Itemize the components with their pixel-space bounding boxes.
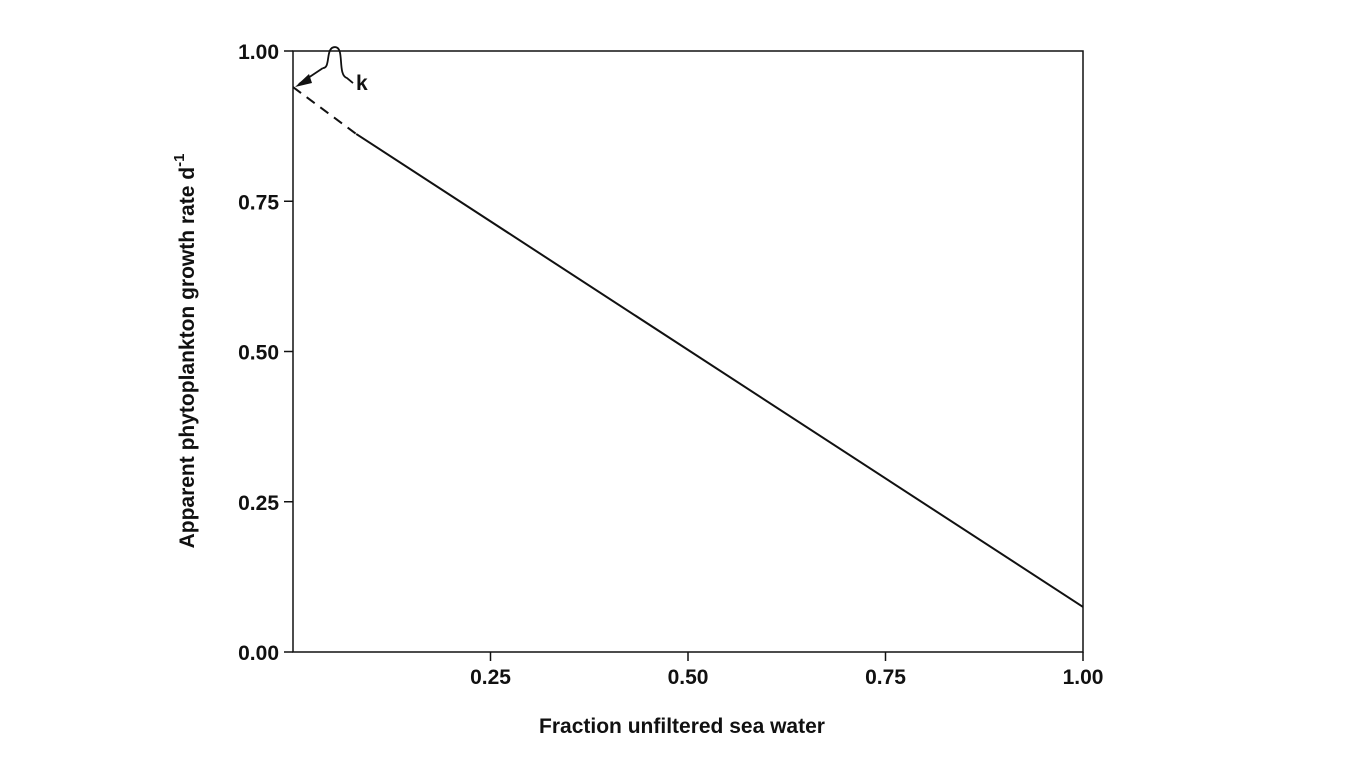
series-layer xyxy=(292,86,1084,608)
annotation-layer: k xyxy=(295,46,368,95)
annotation-bracket xyxy=(322,46,354,84)
x-tick-label: 0.50 xyxy=(668,666,709,689)
y-axis-ticks: 0.00 0.25 0.50 0.75 1.00 xyxy=(238,41,293,665)
series-line-dashed xyxy=(292,86,357,135)
series-line xyxy=(355,133,1084,608)
x-tick-label: 0.25 xyxy=(470,666,511,689)
y-axis-label-group: Apparent phytoplankton growth rate d-1 xyxy=(171,154,199,549)
y-tick-label: 0.00 xyxy=(238,642,279,665)
y-axis-label-superscript: -1 xyxy=(171,154,188,167)
x-axis-label: Fraction unfiltered sea water xyxy=(539,715,825,738)
y-tick-label: 0.50 xyxy=(238,342,279,365)
y-axis-label: Apparent phytoplankton growth rate d-1 xyxy=(171,154,199,549)
annotation-label: k xyxy=(356,72,368,95)
y-axis-label-main: Apparent phytoplankton growth rate d xyxy=(176,167,199,549)
annotation-arrowhead xyxy=(295,74,312,88)
x-tick-label: 0.75 xyxy=(865,666,906,689)
y-tick-label: 1.00 xyxy=(238,41,279,64)
x-axis-ticks: 0.25 0.50 0.75 1.00 xyxy=(470,652,1103,689)
y-tick-label: 0.75 xyxy=(238,191,279,214)
plot-frame xyxy=(292,50,1084,653)
y-tick-label: 0.25 xyxy=(238,492,279,515)
x-tick-label: 1.00 xyxy=(1063,666,1104,689)
